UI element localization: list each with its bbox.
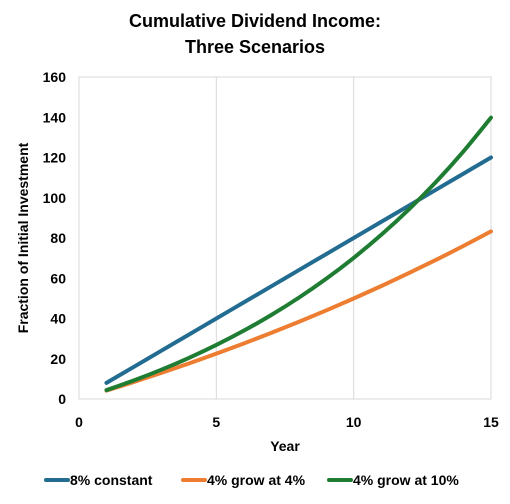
x-tick-label: 0 xyxy=(75,414,83,430)
series-line-3 xyxy=(104,115,493,393)
legend: 8% constant 4% grow at 4% 4% grow at 10% xyxy=(44,472,459,488)
x-tick-label: 10 xyxy=(346,414,362,430)
grid xyxy=(215,77,355,399)
y-axis-label: Fraction of Initial Investment xyxy=(15,142,31,333)
y-tick-label: 140 xyxy=(43,109,67,125)
y-tick-label: 40 xyxy=(50,311,66,327)
y-tick-label: 60 xyxy=(50,270,66,286)
x-tick-label: 5 xyxy=(212,414,220,430)
x-tick-label: 15 xyxy=(483,414,499,430)
y-axis-ticks: 0 20 40 60 80 100 120 140 160 xyxy=(43,69,67,407)
chart-title-line-1: Cumulative Dividend Income: xyxy=(129,11,381,31)
legend-label-3: 4% grow at 10% xyxy=(353,472,459,488)
series-line-2 xyxy=(104,229,493,393)
y-tick-label: 160 xyxy=(43,69,67,85)
chart-title-line-2: Three Scenarios xyxy=(185,37,325,57)
y-tick-label: 80 xyxy=(50,230,66,246)
series-line-1 xyxy=(104,155,493,385)
y-tick-label: 100 xyxy=(43,190,67,206)
legend-label-1: 8% constant xyxy=(70,472,153,488)
y-tick-label: 20 xyxy=(50,351,66,367)
y-tick-label: 120 xyxy=(43,150,67,166)
plot-area xyxy=(78,76,492,400)
x-axis-label: Year xyxy=(270,438,300,454)
x-axis-ticks: 0 5 10 15 xyxy=(75,414,499,430)
series xyxy=(104,115,493,393)
legend-label-2: 4% grow at 4% xyxy=(207,472,306,488)
y-tick-label: 0 xyxy=(58,391,66,407)
